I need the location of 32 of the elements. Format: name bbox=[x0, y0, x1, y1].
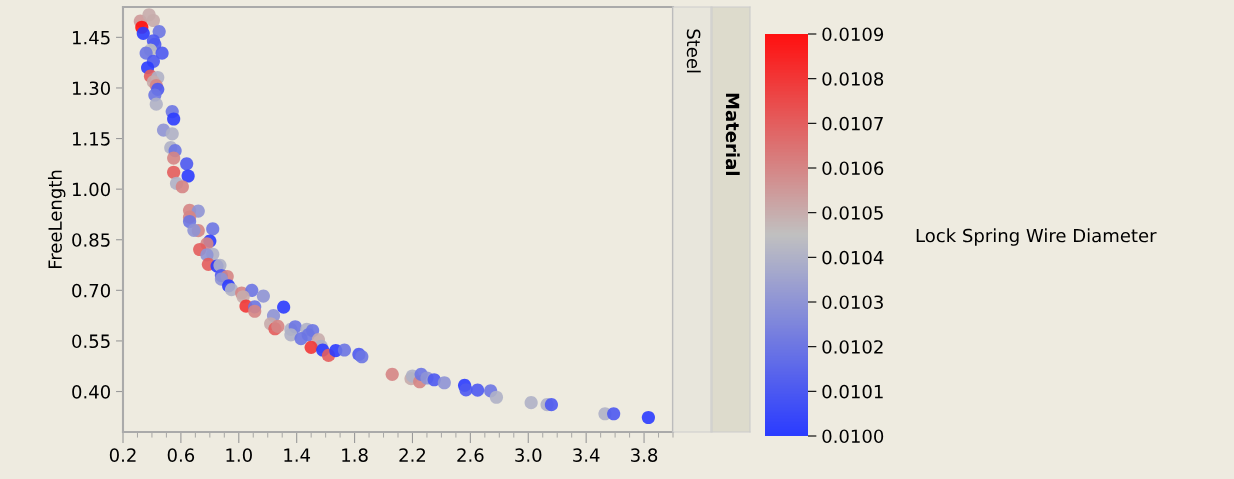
text: Steel bbox=[686, 29, 701, 73]
color-bar-label: 0.0107 bbox=[822, 116, 883, 131]
color-bar-label: 0.0106 bbox=[822, 161, 884, 176]
color-bar-label: 0.0102 bbox=[822, 340, 883, 354]
text: Material bbox=[725, 93, 740, 175]
y-tick-label: 1.00 bbox=[72, 182, 110, 197]
y-tick-label: 0.70 bbox=[72, 283, 110, 298]
x-tick-label: 3.4 bbox=[573, 448, 600, 462]
y-axis-title: FreeLength bbox=[47, 170, 66, 269]
x-tick-label: 1.0 bbox=[226, 448, 252, 462]
y-tick-label: 1.30 bbox=[72, 81, 110, 96]
x-tick-label: 0.2 bbox=[109, 448, 136, 462]
color-bar-label: 0.0100 bbox=[822, 429, 884, 444]
y-tick-label: 0.85 bbox=[72, 233, 110, 247]
x-tick-label: 1.8 bbox=[342, 448, 368, 462]
color-bar-label: 0.0108 bbox=[822, 72, 884, 86]
x-tick-label: 1.4 bbox=[284, 448, 311, 462]
y-tick-label: 0.40 bbox=[72, 384, 110, 399]
y-tick-label: 1.15 bbox=[72, 132, 110, 146]
x-tick-label: 2.6 bbox=[457, 448, 484, 462]
color-bar-label: 0.0105 bbox=[822, 206, 883, 220]
x-tick-label: 0.6 bbox=[167, 448, 195, 462]
color-bar-label: 0.0109 bbox=[822, 27, 884, 42]
color-bar-title: Lock Spring Wire Diameter bbox=[916, 228, 1157, 246]
x-tick-label: 3.0 bbox=[515, 448, 542, 462]
color-bar-label: 0.0104 bbox=[822, 250, 884, 265]
color-bar-label: 0.0101 bbox=[822, 384, 883, 399]
x-tick-label: 3.8 bbox=[631, 448, 658, 462]
y-tick-label: 0.55 bbox=[72, 334, 110, 349]
y-tick-label: 1.45 bbox=[72, 31, 110, 45]
x-tick-label: 2.2 bbox=[399, 448, 426, 462]
color-bar-label: 0.0103 bbox=[822, 295, 883, 310]
